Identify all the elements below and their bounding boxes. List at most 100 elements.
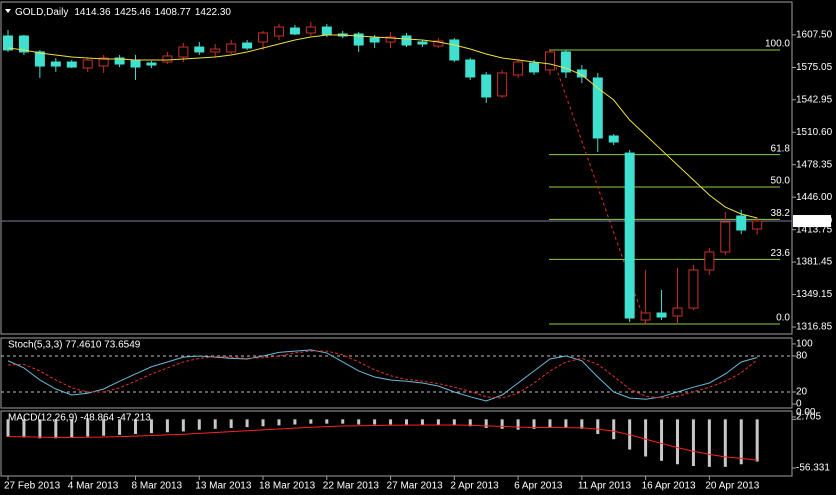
macd-bar xyxy=(357,419,361,425)
x-tick-label: 13 Mar 2013 xyxy=(195,481,252,492)
candle-body xyxy=(18,35,29,53)
candle-body xyxy=(210,48,221,53)
candle-body xyxy=(465,59,476,78)
macd-bar xyxy=(580,419,584,429)
macd-bar xyxy=(405,419,408,425)
macd-bar xyxy=(149,419,153,434)
candle-body xyxy=(130,59,141,68)
y-tick-label: 1478.35 xyxy=(796,159,833,170)
candle-body xyxy=(720,221,731,253)
header-value: 1408.77 xyxy=(155,7,192,18)
macd-bar xyxy=(723,419,727,467)
y-tick-label: 1349.15 xyxy=(796,289,833,300)
candle-body xyxy=(481,74,492,98)
macd-bar xyxy=(54,419,58,439)
candle-body xyxy=(497,72,508,97)
fib-label: 23.6 xyxy=(771,248,791,259)
y-tick-label: 100 xyxy=(796,339,813,350)
macd-bar xyxy=(420,419,424,425)
macd-bar xyxy=(436,419,440,425)
y-tick-label: 1575.05 xyxy=(796,62,833,73)
macd-bar xyxy=(309,419,313,424)
macd-bar xyxy=(229,419,233,428)
y-tick-label: 80 xyxy=(796,351,808,362)
chart-header: GOLD,Daily 1414.36 1425.46 1408.77 1422.30 xyxy=(15,7,231,18)
macd-bar xyxy=(452,419,456,426)
candle-body xyxy=(369,37,380,43)
macd-bar xyxy=(707,419,711,467)
y-tick-label: 1381.45 xyxy=(796,257,833,268)
macd-bar xyxy=(38,419,42,439)
candle-body xyxy=(146,62,157,66)
last-price-label: 1422.30 xyxy=(796,216,833,227)
macd-bar xyxy=(516,419,520,430)
macd-bar xyxy=(596,419,600,435)
macd-bar xyxy=(660,419,664,461)
x-tick-label: 20 Apr 2013 xyxy=(705,481,759,492)
macd-bar xyxy=(134,419,138,435)
macd-signal xyxy=(7,424,758,461)
candle-body xyxy=(385,36,396,43)
candle-body xyxy=(560,51,571,73)
macd-bar xyxy=(644,419,648,457)
candle-body xyxy=(704,251,715,271)
x-tick-label: 2 Apr 2013 xyxy=(450,481,499,492)
candle-body xyxy=(417,41,428,45)
x-tick-label: 18 Mar 2013 xyxy=(259,481,316,492)
candle-body xyxy=(640,312,651,321)
fib-label: 61.8 xyxy=(771,143,791,154)
y-tick-label: 0 xyxy=(796,399,802,410)
y-tick-label: 1316.85 xyxy=(796,322,833,333)
moving-average xyxy=(7,34,758,219)
macd-bar xyxy=(532,419,536,429)
y-tick-label: 1446.00 xyxy=(796,192,833,203)
candle-body xyxy=(98,57,109,67)
macd-bar xyxy=(341,419,345,424)
macd-bar xyxy=(739,419,743,465)
candle-body xyxy=(178,46,189,58)
candle-body xyxy=(66,61,77,68)
macd-bar xyxy=(691,419,695,466)
y-tick-label: 1413.75 xyxy=(796,224,833,235)
candle-body xyxy=(449,39,460,61)
macd-bar xyxy=(675,419,679,465)
x-tick-label: 27 Mar 2013 xyxy=(387,481,444,492)
macd-bar xyxy=(213,419,217,429)
macd-bar xyxy=(118,419,122,435)
fib-label: 38.2 xyxy=(771,208,791,219)
macd-bar xyxy=(181,419,185,432)
macd-bar xyxy=(564,419,568,428)
candle-body xyxy=(656,312,667,318)
macd-bar xyxy=(755,419,759,462)
indicator-title: MACD(12,26,9) -48.864 -47.213 xyxy=(8,413,151,424)
macd-bar xyxy=(70,419,74,438)
macd-bar xyxy=(293,419,297,425)
header-value: 1425.46 xyxy=(115,7,152,18)
candle-body xyxy=(162,55,173,63)
candle-body xyxy=(544,51,555,71)
menu-arrow[interactable] xyxy=(5,9,11,13)
candle-body xyxy=(672,307,683,317)
x-tick-label: 27 Feb 2013 xyxy=(4,481,61,492)
candle-body xyxy=(401,35,412,46)
y-tick-label: 1607.50 xyxy=(796,30,833,41)
y-tick-label: 1510.60 xyxy=(796,127,833,138)
stoch-pane xyxy=(0,337,793,409)
candle-body xyxy=(321,26,332,36)
candle-body xyxy=(305,26,316,34)
candle-body xyxy=(289,27,300,35)
macd-bar xyxy=(165,419,169,433)
macd-bar xyxy=(548,419,552,428)
candle-body xyxy=(513,61,524,76)
x-tick-label: 4 Mar 2013 xyxy=(68,481,119,492)
macd-bar xyxy=(277,419,281,426)
candle-body xyxy=(592,77,603,139)
macd-bar xyxy=(22,419,26,438)
macd-bar xyxy=(468,419,472,427)
indicator-title: Stoch(5,3,3) 77.4610 73.6549 xyxy=(8,340,141,351)
candle-body xyxy=(82,59,93,69)
candle-body xyxy=(752,220,763,230)
macd-bar xyxy=(373,419,377,425)
